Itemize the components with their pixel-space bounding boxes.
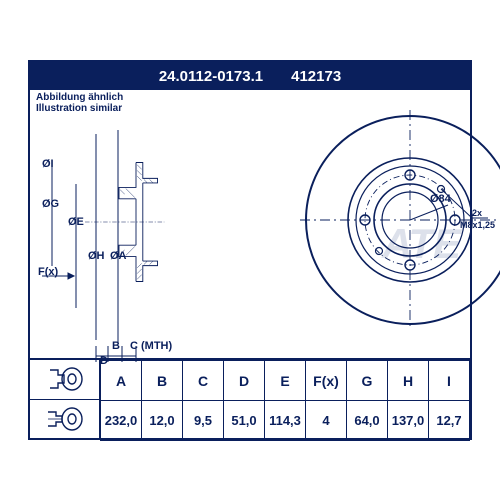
disc-icon-detail: [30, 399, 100, 439]
bolt-thread: M8x1,25: [460, 220, 495, 230]
icon-column: [30, 360, 100, 438]
val-F: 4: [306, 401, 347, 441]
table-data-row: 232,0 12,0 9,5 51,0 114,3 4 64,0 137,0 1…: [101, 401, 470, 441]
val-G: 64,0: [347, 401, 388, 441]
val-B: 12,0: [142, 401, 183, 441]
val-C: 9,5: [183, 401, 224, 441]
col-H: H: [388, 361, 429, 401]
val-D: 51,0: [224, 401, 265, 441]
col-D: D: [224, 361, 265, 401]
part-number-short: 412173: [291, 68, 341, 85]
header-bar: 24.0112-0173.1 412173: [30, 62, 470, 90]
part-number-long: 24.0112-0173.1: [159, 68, 263, 85]
drawing-area: ATE: [30, 90, 470, 358]
val-H: 137,0: [388, 401, 429, 441]
col-B: B: [142, 361, 183, 401]
dimension-table: A B C D E F(x) G H I 232,0 12,0 9,5 51,0: [30, 358, 470, 438]
front-view: Ø84 2x M8x1,25: [300, 110, 500, 330]
data-table: A B C D E F(x) G H I 232,0 12,0 9,5 51,0: [100, 360, 470, 441]
col-I: I: [429, 361, 470, 401]
col-A: A: [101, 361, 142, 401]
val-E: 114,3: [265, 401, 306, 441]
col-G: G: [347, 361, 388, 401]
col-F: F(x): [306, 361, 347, 401]
val-I: 12,7: [429, 401, 470, 441]
col-C: C: [183, 361, 224, 401]
drawing-frame: 24.0112-0173.1 412173 Abbildung ähnlich …: [28, 60, 472, 440]
val-A: 232,0: [101, 401, 142, 441]
col-E: E: [265, 361, 306, 401]
center-dia-label: Ø84: [430, 193, 452, 205]
bolt-count: 2x: [472, 208, 482, 218]
disc-icon-solid: [30, 360, 100, 399]
dimension-lines: [30, 118, 210, 368]
table-header-row: A B C D E F(x) G H I: [101, 361, 470, 401]
